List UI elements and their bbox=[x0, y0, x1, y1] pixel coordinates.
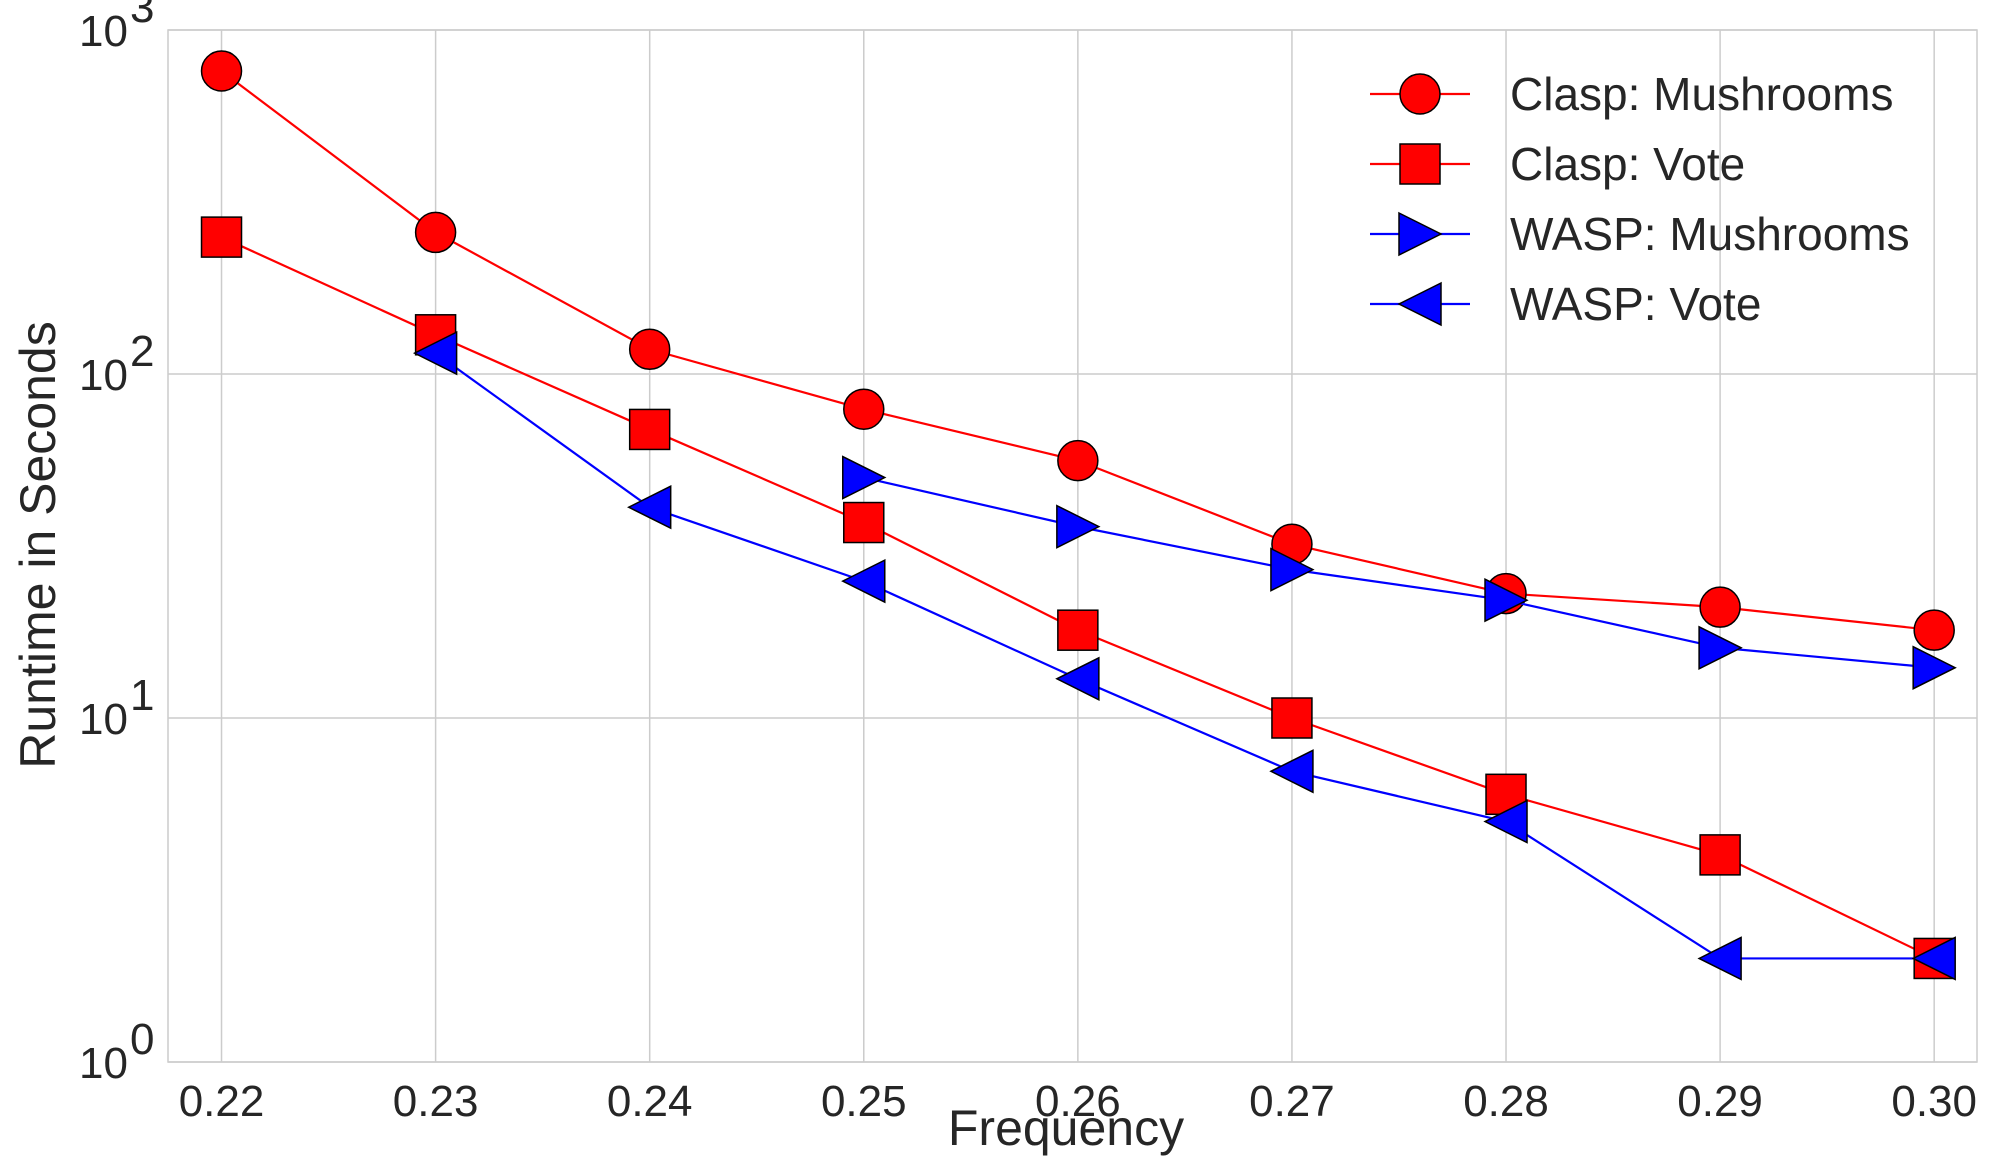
x-tick-label: 0.28 bbox=[1463, 1077, 1549, 1126]
legend-label: Clasp: Mushrooms bbox=[1510, 68, 1893, 120]
y-axis-label: Runtime in Seconds bbox=[10, 321, 66, 768]
marker-triangle-left bbox=[841, 558, 886, 604]
y-tick-label: 10 1 bbox=[79, 671, 154, 744]
x-tick-label: 0.26 bbox=[1035, 1077, 1121, 1126]
x-tick-label: 0.24 bbox=[607, 1077, 693, 1126]
series-line bbox=[434, 352, 1935, 960]
legend-label: Clasp: Vote bbox=[1510, 138, 1745, 190]
y-tick-label: 10 2 bbox=[79, 327, 154, 400]
legend: Clasp: Mushrooms Clasp: Vote WASP: Mushroo… bbox=[1370, 68, 1910, 330]
x-tick-label: 0.30 bbox=[1891, 1077, 1977, 1126]
marker-triangle-left bbox=[1911, 936, 1956, 981]
marker-circle bbox=[1057, 439, 1099, 482]
marker-triangle-right bbox=[1698, 625, 1743, 670]
marker-square bbox=[200, 216, 243, 258]
y-tick-exponent: 3 bbox=[130, 0, 154, 32]
marker-triangle-left bbox=[1269, 749, 1314, 794]
series-layer bbox=[200, 50, 1957, 981]
marker-triangle-right bbox=[1484, 577, 1529, 623]
series-wasp-mushrooms bbox=[842, 455, 1957, 690]
series-wasp-vote bbox=[412, 330, 1956, 981]
marker-circle bbox=[1699, 586, 1741, 628]
marker-circle bbox=[628, 328, 671, 371]
legend-item: WASP: Vote bbox=[1370, 278, 1761, 330]
marker-triangle-left bbox=[1697, 936, 1742, 981]
marker-square bbox=[1057, 609, 1099, 651]
marker-circle bbox=[200, 50, 243, 92]
y-tick-exponent: 1 bbox=[130, 671, 154, 720]
y-tick-label: 10 0 bbox=[79, 1015, 154, 1088]
series-clasp-mushrooms bbox=[200, 50, 1955, 651]
marker-triangle-left bbox=[412, 330, 458, 376]
y-tick-base: 10 bbox=[79, 695, 128, 744]
marker-circle bbox=[414, 211, 457, 254]
y-tick-base: 10 bbox=[79, 1039, 128, 1088]
marker-triangle-left bbox=[1397, 281, 1442, 327]
y-tick-exponent: 0 bbox=[130, 1015, 154, 1064]
marker-square bbox=[1399, 143, 1441, 185]
marker-triangle-right bbox=[1912, 645, 1957, 690]
plot-frame bbox=[167, 29, 1978, 1063]
x-tick-label: 0.29 bbox=[1677, 1077, 1763, 1126]
legend-item: WASP: Mushrooms bbox=[1370, 208, 1910, 260]
x-tick-label: 0.25 bbox=[821, 1077, 907, 1126]
y-tick-label: 10 3 bbox=[79, 0, 154, 56]
marker-triangle-left bbox=[627, 484, 672, 530]
marker-triangle-right bbox=[842, 455, 887, 500]
marker-circle bbox=[843, 388, 885, 430]
x-axis-ticks: 0.22 0.23 0.24 0.25 0.26 0.27 0.28 0.29 0.30 bbox=[179, 1077, 1977, 1126]
x-tick-label: 0.23 bbox=[393, 1077, 479, 1126]
marker-circle bbox=[1913, 609, 1955, 651]
legend-item: Clasp: Mushrooms bbox=[1370, 68, 1893, 120]
marker-square bbox=[628, 408, 671, 451]
marker-square bbox=[843, 501, 885, 544]
x-tick-label: 0.22 bbox=[179, 1077, 265, 1126]
marker-triangle-right bbox=[1398, 211, 1443, 257]
y-tick-exponent: 2 bbox=[130, 327, 154, 376]
x-tick-label: 0.27 bbox=[1249, 1077, 1335, 1126]
y-tick-base: 10 bbox=[79, 7, 128, 56]
marker-triangle-left bbox=[1055, 656, 1100, 702]
legend-item: Clasp: Vote bbox=[1370, 138, 1745, 190]
marker-triangle-left bbox=[1483, 799, 1528, 844]
marker-triangle-right bbox=[1270, 547, 1315, 592]
series-line bbox=[863, 476, 1935, 669]
x-axis-label: Frequency bbox=[948, 1100, 1184, 1156]
marker-circle bbox=[1399, 73, 1441, 115]
legend-label: WASP: Vote bbox=[1510, 278, 1761, 330]
marker-square bbox=[1699, 834, 1741, 876]
y-tick-base: 10 bbox=[79, 351, 128, 400]
legend-label: WASP: Mushrooms bbox=[1510, 208, 1910, 260]
marker-square bbox=[1271, 697, 1313, 739]
plot-border bbox=[167, 29, 1978, 1063]
marker-triangle-right bbox=[1056, 504, 1101, 549]
